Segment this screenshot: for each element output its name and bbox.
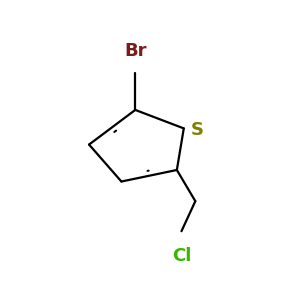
Text: Br: Br [124,42,146,60]
Text: Cl: Cl [172,248,191,266]
Text: S: S [191,121,204,139]
